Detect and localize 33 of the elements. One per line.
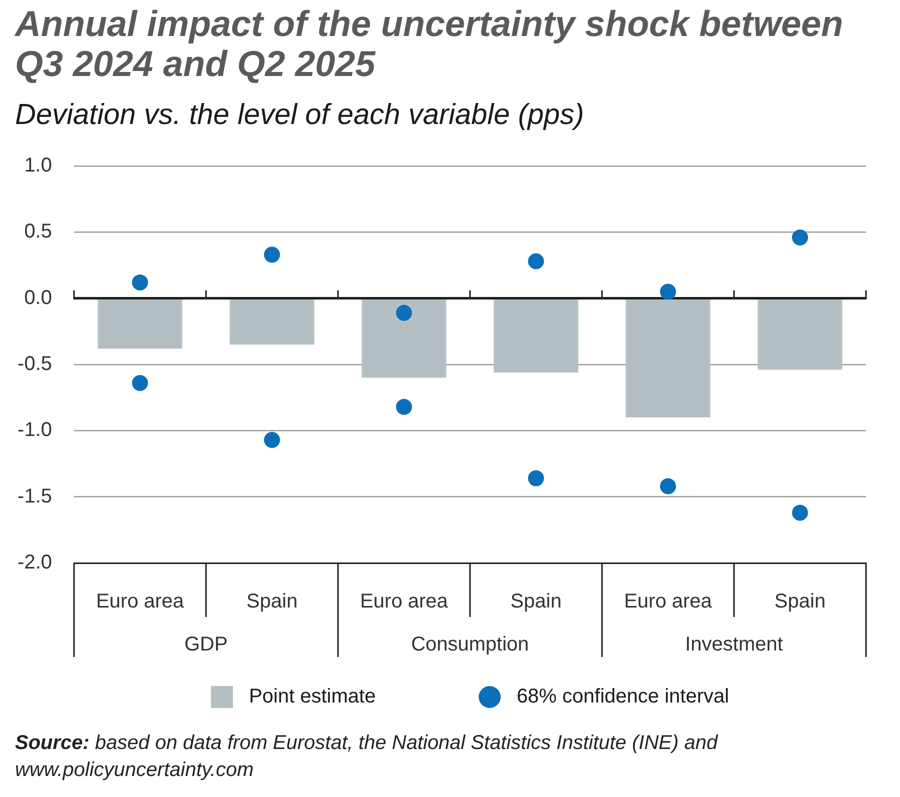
text: GDP (184, 634, 228, 656)
text: Investment (685, 634, 784, 656)
legend-label: 68% confidence interval (516, 686, 730, 708)
point (792, 504, 808, 521)
y-tick-label: 0.0 (24, 286, 52, 309)
text: Consumption (411, 634, 529, 656)
y-tick-label: 1.0 (24, 154, 52, 177)
x-tick-label: Spain (246, 590, 298, 613)
legend-label: Point estimate (248, 686, 376, 708)
y-tick-label: -0.5 (18, 353, 52, 376)
y-tick-label: -1.0 (18, 419, 52, 442)
source-note: Source: based on data from Eurostat, the National Statistics Institute (INE) and www.policyuncertainty.com (15, 731, 720, 783)
x-tick-label: Euro area (360, 590, 449, 613)
point (264, 432, 280, 448)
point (660, 478, 676, 494)
x-tick-label: Euro area (624, 590, 713, 613)
point (528, 253, 544, 270)
point (396, 304, 412, 321)
chart-subtitle: Deviation vs. the level of each variable (pps) (15, 99, 584, 131)
point (792, 229, 808, 246)
y-tick-label: 0.5 (24, 220, 52, 243)
point (528, 470, 544, 486)
y-tick-label: -1.5 (18, 485, 52, 508)
point (660, 284, 676, 300)
x-tick-label: Spain (510, 590, 562, 613)
point (264, 246, 280, 263)
chart-title: Annual impact of the uncertainty shock between Q3 2024 and Q2 2025 (15, 3, 844, 84)
point (132, 274, 148, 290)
point (396, 398, 412, 415)
x-tick-label: Spain (774, 590, 826, 613)
point (132, 375, 148, 392)
x-tick-label: Euro area (96, 590, 185, 613)
y-tick-label: -2.0 (18, 552, 52, 574)
